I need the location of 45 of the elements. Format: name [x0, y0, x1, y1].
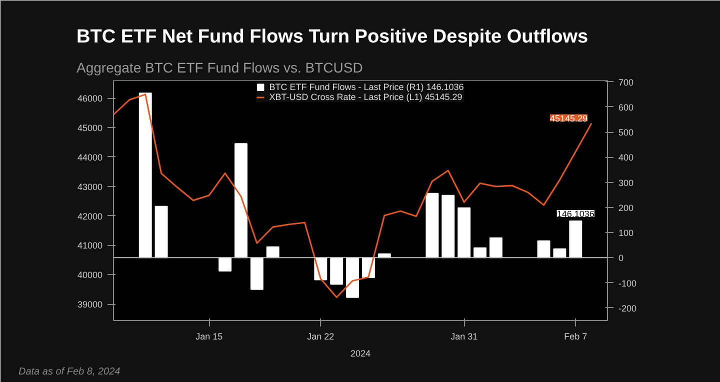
- y2-tick-label: 0: [618, 253, 624, 264]
- bar: [537, 240, 550, 258]
- bar: [250, 257, 264, 290]
- bar: [330, 257, 344, 285]
- y2-tick-label: 600: [618, 102, 634, 112]
- y-tick-label: 45000: [77, 123, 103, 134]
- y2-tick-label: 400: [618, 152, 634, 163]
- bar: [489, 237, 502, 258]
- x-tick-label: Jan 15: [196, 332, 223, 342]
- line-series: [114, 94, 592, 298]
- bar: [234, 143, 248, 258]
- y2-tick-label: 300: [618, 178, 634, 188]
- legend-label: XBT-USD Cross Rate - Last Price (L1) 45145.29: [269, 92, 462, 102]
- y-tick-label: 46000: [77, 94, 103, 104]
- x-tick-label: Jan 22: [307, 332, 334, 342]
- legend-label: BTC ETF Fund Flows - Last Price (R1) 146.1036: [269, 82, 464, 92]
- text: Data as of Feb 8, 2024: [18, 366, 121, 378]
- y2-tick-label: -100: [618, 278, 637, 288]
- bar: [426, 192, 439, 258]
- bar: [154, 206, 168, 258]
- y2-tick-label: 100: [618, 228, 634, 238]
- y-tick-label: 44000: [77, 152, 103, 162]
- y-tick-label: 40000: [77, 270, 103, 280]
- y2-tick-label: -200: [618, 303, 637, 314]
- bar: [569, 220, 582, 258]
- y-tick-label: 39000: [77, 300, 103, 310]
- bar: [218, 257, 232, 272]
- bar: [458, 207, 471, 258]
- bar: [266, 246, 280, 258]
- y-tick-label: 43000: [77, 182, 103, 192]
- y2-tick-label: 500: [618, 128, 634, 138]
- x-axis-title: 2024: [350, 348, 371, 358]
- y2-tick-label: 200: [618, 202, 634, 213]
- data-label: 146.1036: [556, 208, 594, 219]
- y-tick-label: 41000: [77, 240, 103, 251]
- x-tick-label: Jan 31: [450, 332, 478, 342]
- y2-tick-label: 700: [618, 77, 634, 88]
- data-label: 45145.29: [550, 113, 588, 124]
- chart-subtitle: Aggregate BTC ETF Fund Flows vs. BTCUSD: [76, 60, 363, 76]
- bar: [138, 92, 152, 258]
- chart-title: BTC ETF Net Fund Flows Turn Positive Despite Outflows: [76, 26, 588, 48]
- bar: [442, 194, 455, 258]
- x-tick-label: Feb 7: [564, 332, 588, 342]
- y-tick-label: 42000: [77, 211, 103, 222]
- bar: [346, 257, 360, 298]
